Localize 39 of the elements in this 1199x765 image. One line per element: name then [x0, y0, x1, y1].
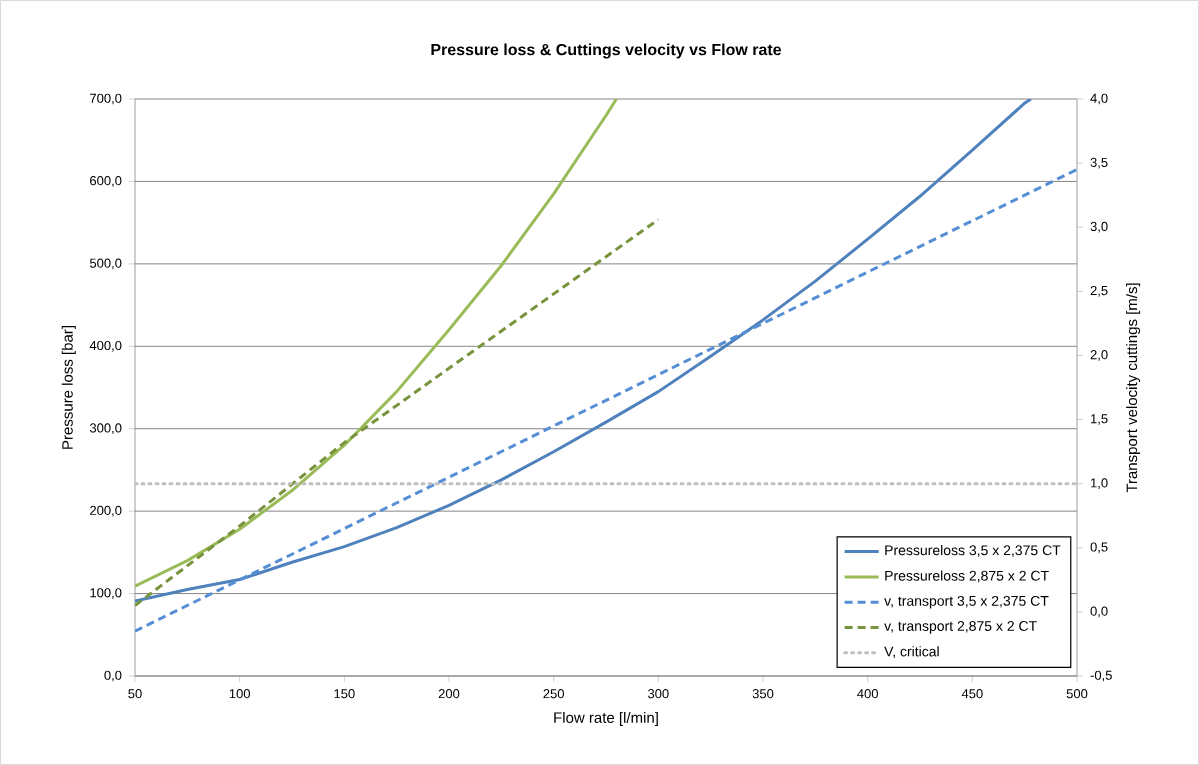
- y2-tick-label: 0,0: [1090, 606, 1108, 618]
- y2-tick-label: 1,0: [1091, 478, 1108, 490]
- x-tick-label: 500: [1066, 689, 1088, 699]
- y-tick-label: 100,0: [90, 588, 122, 599]
- y2-tick-label: 3,5: [1090, 157, 1108, 169]
- x-tick-label: 250: [543, 689, 564, 699]
- y-tick-label: 300,0: [89, 423, 122, 435]
- x-tick-label: 350: [752, 689, 774, 699]
- y-tick-label: 600,0: [90, 176, 122, 187]
- legend-label: Pressureloss 2,875 x 2 CT: [885, 570, 1049, 583]
- legend-label: v, transport 3,5 x 2,375 CT: [884, 595, 1049, 609]
- y-tick-label: 700,0: [90, 93, 122, 105]
- y2-tick-label: 2,5: [1090, 285, 1108, 297]
- legend-label: v, transport 2,875 x 2 CT: [884, 621, 1037, 634]
- y2-tick-label: 0,5: [1090, 542, 1108, 554]
- x-tick-label: 50: [128, 689, 142, 699]
- legend-label: V, critical: [884, 646, 939, 659]
- line-series: [135, 99, 618, 588]
- y2-axis-title: Transport velocity cuttings [m/s]: [1126, 283, 1141, 493]
- y-tick-label: 500,0: [89, 258, 122, 270]
- y-tick-label: 400,0: [89, 340, 122, 352]
- x-tick-label: 200: [438, 689, 460, 699]
- x-tick-label: 450: [961, 689, 983, 699]
- x-tick-label: 400: [857, 689, 878, 699]
- x-tick-label: 100: [229, 689, 250, 699]
- x-axis-title: Flow rate [l/min]: [554, 711, 658, 726]
- y2-tick-label: 1,5: [1091, 414, 1108, 425]
- y-tick-label: 200,0: [90, 505, 122, 517]
- x-tick-label: 300: [647, 689, 669, 699]
- y2-tick-label: -0,5: [1090, 670, 1112, 682]
- line-series: [135, 218, 660, 607]
- chart-title: Pressure loss & Cuttings velocity vs Flow rate: [431, 43, 782, 59]
- y2-tick-label: 2,0: [1090, 350, 1108, 361]
- y-tick-label: 0,0: [104, 670, 122, 682]
- legend-label: Pressureloss 3,5 x 2,375 CT: [885, 544, 1061, 557]
- x-tick-label: 150: [334, 689, 355, 699]
- y2-tick-label: 3,0: [1090, 221, 1108, 233]
- y2-tick-label: 4,0: [1090, 93, 1108, 105]
- y-axis-title: Pressure loss [bar]: [61, 326, 76, 449]
